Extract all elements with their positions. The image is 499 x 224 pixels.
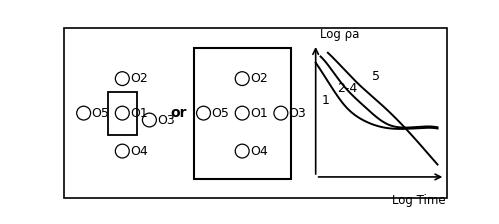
Ellipse shape bbox=[115, 106, 129, 120]
Ellipse shape bbox=[235, 144, 249, 158]
Text: O3: O3 bbox=[288, 107, 306, 120]
Ellipse shape bbox=[235, 106, 249, 120]
Text: 2-4: 2-4 bbox=[338, 82, 358, 95]
Ellipse shape bbox=[77, 106, 91, 120]
Text: O3: O3 bbox=[157, 114, 175, 127]
Bar bbox=[194, 47, 290, 179]
Text: O1: O1 bbox=[250, 107, 267, 120]
Ellipse shape bbox=[142, 113, 156, 127]
Text: O5: O5 bbox=[211, 107, 229, 120]
Text: O4: O4 bbox=[250, 144, 267, 157]
Bar bbox=[108, 93, 137, 135]
FancyBboxPatch shape bbox=[64, 28, 447, 198]
Text: or: or bbox=[170, 106, 187, 120]
Ellipse shape bbox=[235, 72, 249, 86]
Text: O2: O2 bbox=[250, 72, 267, 85]
Ellipse shape bbox=[197, 106, 211, 120]
Text: Log ρa: Log ρa bbox=[319, 28, 359, 41]
Ellipse shape bbox=[115, 144, 129, 158]
Ellipse shape bbox=[274, 106, 288, 120]
Text: Log Time: Log Time bbox=[392, 194, 445, 207]
Text: O5: O5 bbox=[91, 107, 109, 120]
Text: O1: O1 bbox=[130, 107, 148, 120]
Text: O4: O4 bbox=[130, 144, 148, 157]
Text: 5: 5 bbox=[372, 70, 380, 83]
Text: 1: 1 bbox=[322, 94, 330, 107]
Ellipse shape bbox=[115, 72, 129, 86]
Text: O2: O2 bbox=[130, 72, 148, 85]
